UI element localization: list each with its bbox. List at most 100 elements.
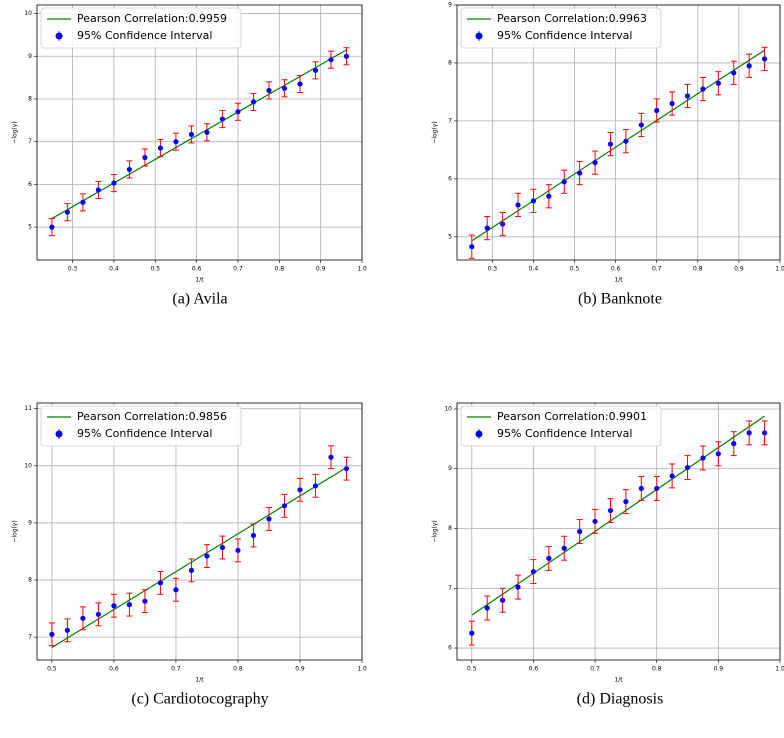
error-point xyxy=(715,71,722,96)
y-tick-label: 6 xyxy=(28,181,32,188)
error-point xyxy=(669,463,676,489)
data-point xyxy=(746,63,752,69)
data-point xyxy=(49,631,55,637)
y-tick-label: 7 xyxy=(28,138,32,145)
data-point xyxy=(546,193,552,199)
error-point xyxy=(653,476,660,501)
error-point xyxy=(684,83,691,109)
legend: Pearson Correlation:0.9901 95% Confidence… xyxy=(460,405,662,447)
data-point xyxy=(746,430,752,436)
y-axis-label: −log(γ) xyxy=(12,121,19,143)
error-point xyxy=(499,587,506,613)
y-tick-label: 8 xyxy=(448,525,452,532)
data-point xyxy=(592,160,598,166)
y-tick-label: 8 xyxy=(28,95,32,102)
error-point xyxy=(327,445,334,470)
error-point xyxy=(281,79,288,98)
data-point xyxy=(250,99,257,105)
legend-marker xyxy=(475,430,483,438)
legend-label: 95% Confidence Interval xyxy=(497,427,632,440)
error-point xyxy=(48,622,55,647)
y-tick-label: 9 xyxy=(28,519,32,526)
x-tick-label: 0.4 xyxy=(529,266,539,273)
y-tick-label: 6 xyxy=(448,645,452,652)
data-point xyxy=(343,466,350,472)
legend-box xyxy=(460,405,662,447)
error-point xyxy=(141,148,148,167)
data-point xyxy=(281,85,288,91)
y-tick-label: 9 xyxy=(448,2,452,9)
x-tick-label: 1.0 xyxy=(775,266,784,273)
error-point xyxy=(699,445,706,471)
x-tick-label: 0.7 xyxy=(590,666,600,673)
data-point xyxy=(761,56,768,62)
error-point xyxy=(188,558,195,583)
data-point xyxy=(219,116,226,122)
error-point xyxy=(234,102,241,121)
data-point xyxy=(638,485,644,492)
y-tick-label: 9 xyxy=(28,53,32,60)
x-tick-label: 0.7 xyxy=(233,266,243,273)
data-point xyxy=(484,605,490,611)
data-point xyxy=(623,499,629,505)
y-axis-label: −log(γ) xyxy=(12,520,19,542)
x-tick-label: 0.3 xyxy=(68,266,78,273)
data-point xyxy=(312,483,319,489)
data-point xyxy=(328,454,334,460)
error-point xyxy=(484,216,491,241)
data-point xyxy=(266,516,272,522)
data-point xyxy=(530,568,537,575)
y-tick-label: 5 xyxy=(448,233,452,240)
error-point xyxy=(684,455,691,481)
data-point xyxy=(561,179,567,185)
error-point xyxy=(95,180,102,199)
error-point xyxy=(638,476,645,501)
data-point xyxy=(173,587,179,593)
data-point xyxy=(654,485,660,492)
x-tick-label: 0.8 xyxy=(652,666,662,673)
data-point xyxy=(515,202,521,208)
data-point xyxy=(654,107,660,114)
data-point xyxy=(623,138,629,144)
error-point xyxy=(669,91,676,116)
legend-label: Pearson Correlation:0.9856 xyxy=(77,410,227,423)
x-tick-label: 0.9 xyxy=(734,266,744,273)
error-point xyxy=(561,535,568,561)
error-point xyxy=(141,589,148,614)
data-point xyxy=(607,141,614,147)
error-point xyxy=(545,184,552,209)
error-point xyxy=(281,493,288,518)
error-point xyxy=(622,489,629,515)
x-tick-label: 0.9 xyxy=(295,666,305,673)
data-point xyxy=(157,145,164,151)
legend-label: Pearson Correlation:0.9963 xyxy=(497,12,647,25)
x-tick-label: 0.6 xyxy=(109,666,119,673)
y-tick-label: 10 xyxy=(24,462,32,469)
data-point xyxy=(111,603,117,609)
data-point xyxy=(561,545,567,551)
legend: Pearson Correlation:0.9963 95% Confidence… xyxy=(460,7,662,49)
x-tick-label: 0.4 xyxy=(109,266,119,273)
data-point xyxy=(173,139,179,145)
data-point xyxy=(715,451,721,457)
x-tick-label: 0.7 xyxy=(652,266,662,273)
data-point xyxy=(669,473,675,479)
error-point xyxy=(515,192,522,218)
axes-frame xyxy=(36,402,363,661)
axes-frame xyxy=(456,402,781,661)
error-point xyxy=(592,508,599,534)
data-point xyxy=(188,131,195,138)
y-tick-label: 7 xyxy=(448,117,452,124)
error-point xyxy=(607,132,614,157)
error-point xyxy=(699,76,706,102)
x-axis-label: 1/t xyxy=(614,677,623,684)
data-point xyxy=(515,584,521,590)
data-point xyxy=(80,615,86,621)
x-tick-label: 0.8 xyxy=(693,266,703,273)
y-tick-label: 11 xyxy=(24,405,32,412)
error-point xyxy=(730,60,737,85)
legend-label: Pearson Correlation:0.9901 xyxy=(497,410,647,423)
y-tick-label: 10 xyxy=(444,405,452,412)
error-point xyxy=(172,577,179,602)
data-point xyxy=(715,80,721,86)
